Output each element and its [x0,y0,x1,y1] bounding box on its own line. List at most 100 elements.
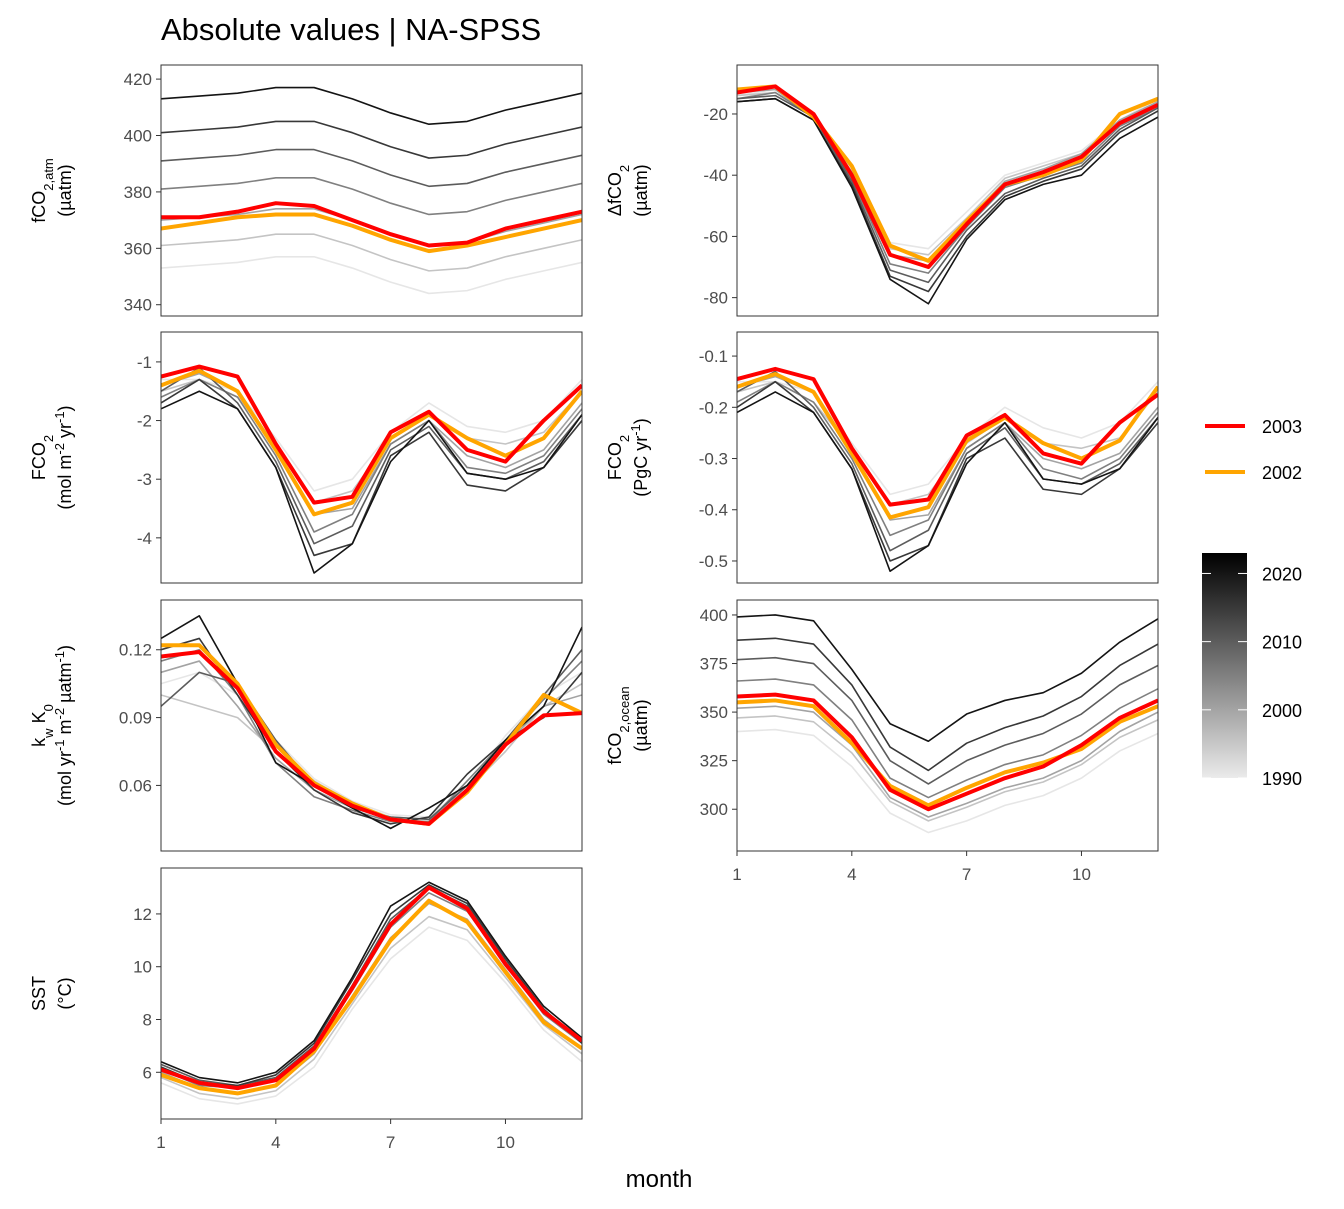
colorbar-label: 1990 [1262,769,1302,789]
y-tick-label: -0.1 [699,347,728,366]
x-tick-label: 4 [271,1133,280,1152]
y-tick-label: 360 [124,239,152,258]
year-line [737,88,1158,262]
y-axis-label-part: 0 [41,704,56,711]
y-tick-label: -0.4 [699,501,728,520]
y-axis-label-part: (µatm) [55,164,75,216]
y-axis-label-part: 2,atm [41,158,56,191]
y-tick-label: -80 [703,289,728,308]
y-tick-label: 400 [700,606,728,625]
y-axis-label-part: -2 [52,443,67,455]
y-axis-label: kw K0 [29,704,56,747]
y-axis-label-part: -1 [52,651,67,663]
y-tick-label: 380 [124,183,152,202]
y-axis-label: ΔfCO2 [605,165,632,216]
y-axis-label-part: (PgC yr [631,436,651,497]
y-tick-label: 400 [124,127,152,146]
y-axis-label: fCO2,atm [29,158,56,223]
y-axis-label-part: (mol m [55,455,75,510]
colorbar-label: 2000 [1262,701,1302,721]
year-line [161,86,582,126]
year-line [161,881,582,1084]
panel-border [736,599,1159,852]
y-tick-label: 0.06 [119,776,152,795]
y-tick-label: 0.12 [119,641,152,660]
y-axis-label: SST [29,976,49,1011]
year-line [737,637,1158,772]
highlight-line [161,201,582,248]
y-axis-label-part: µatm [55,663,75,708]
year-line [161,660,582,823]
y-tick-label: 6 [143,1063,152,1082]
y-axis-label-part: m [55,719,75,739]
y-axis-label: FCO2 [29,435,56,480]
year-line [737,94,1158,284]
year-line [737,380,1158,562]
year-line [161,233,582,272]
y-axis-label-part: FCO [29,442,49,480]
year-line [737,614,1158,743]
panel-border [160,64,583,317]
x-tick-label: 4 [847,865,856,884]
y-axis-label-part: 2 [41,435,56,442]
highlight-line [161,364,582,505]
y-tick-label: -4 [137,529,152,548]
y-axis-label: (µatm) [631,699,651,751]
y-axis-label-part: (µatm) [631,699,651,751]
y-axis-label-part: ) [55,645,75,651]
y-tick-label: -60 [703,227,728,246]
highlight-line [737,698,1158,808]
y-axis-label-part: (°C) [55,977,75,1009]
y-axis-label-part: ΔfCO [605,172,625,216]
highlight-line [161,898,582,1096]
y-axis-label: (PgC yr-1) [628,418,652,497]
year-line [161,255,582,295]
year-line [737,380,1158,537]
y-axis-label: (°C) [55,977,75,1009]
y-axis-label-part: FCO [605,442,625,480]
y-tick-label: 8 [143,1010,152,1029]
year-line [161,378,582,557]
year-line [737,678,1158,799]
y-axis-label-part: (µatm) [631,164,651,216]
y-axis-label-part: w [41,728,56,739]
y-axis-label-part: -1 [628,424,643,436]
y-tick-label: 10 [133,958,152,977]
series-group [161,86,582,295]
y-tick-label: -40 [703,166,728,185]
y-axis-label-part: (mol yr [55,751,75,806]
y-tick-label: -0.2 [699,398,728,417]
y-axis-label-part: -1 [52,739,67,751]
x-axis-label: month [626,1166,693,1193]
year-line [737,97,1158,305]
y-axis-label-part: ) [631,418,651,424]
panel-border [736,331,1159,584]
year-line [737,705,1158,818]
highlight-line [161,212,582,254]
panel-border [160,867,583,1120]
y-tick-label: -3 [137,470,152,489]
year-line [161,120,582,159]
year-line [161,366,582,545]
colorbar-label: 2020 [1262,564,1302,584]
y-tick-label: -0.5 [699,552,728,571]
y-tick-label: 340 [124,296,152,315]
y-tick-label: 300 [700,800,728,819]
year-line [161,884,582,1087]
series-group [737,614,1158,834]
panel-border [736,64,1159,317]
year-line [161,177,582,216]
x-tick-label: 1 [156,1133,165,1152]
series-group [161,364,582,574]
year-line [161,682,582,821]
y-tick-label: 420 [124,70,152,89]
year-line [161,390,582,574]
series-group [161,615,582,830]
y-axis-label-part: -2 [52,708,67,720]
year-line [161,671,582,818]
legend-label: 2002 [1262,463,1302,483]
year-line [161,148,582,188]
y-tick-label: -20 [703,105,728,124]
colorbar-label: 2010 [1262,633,1302,653]
y-axis-label-part: k [29,737,49,747]
